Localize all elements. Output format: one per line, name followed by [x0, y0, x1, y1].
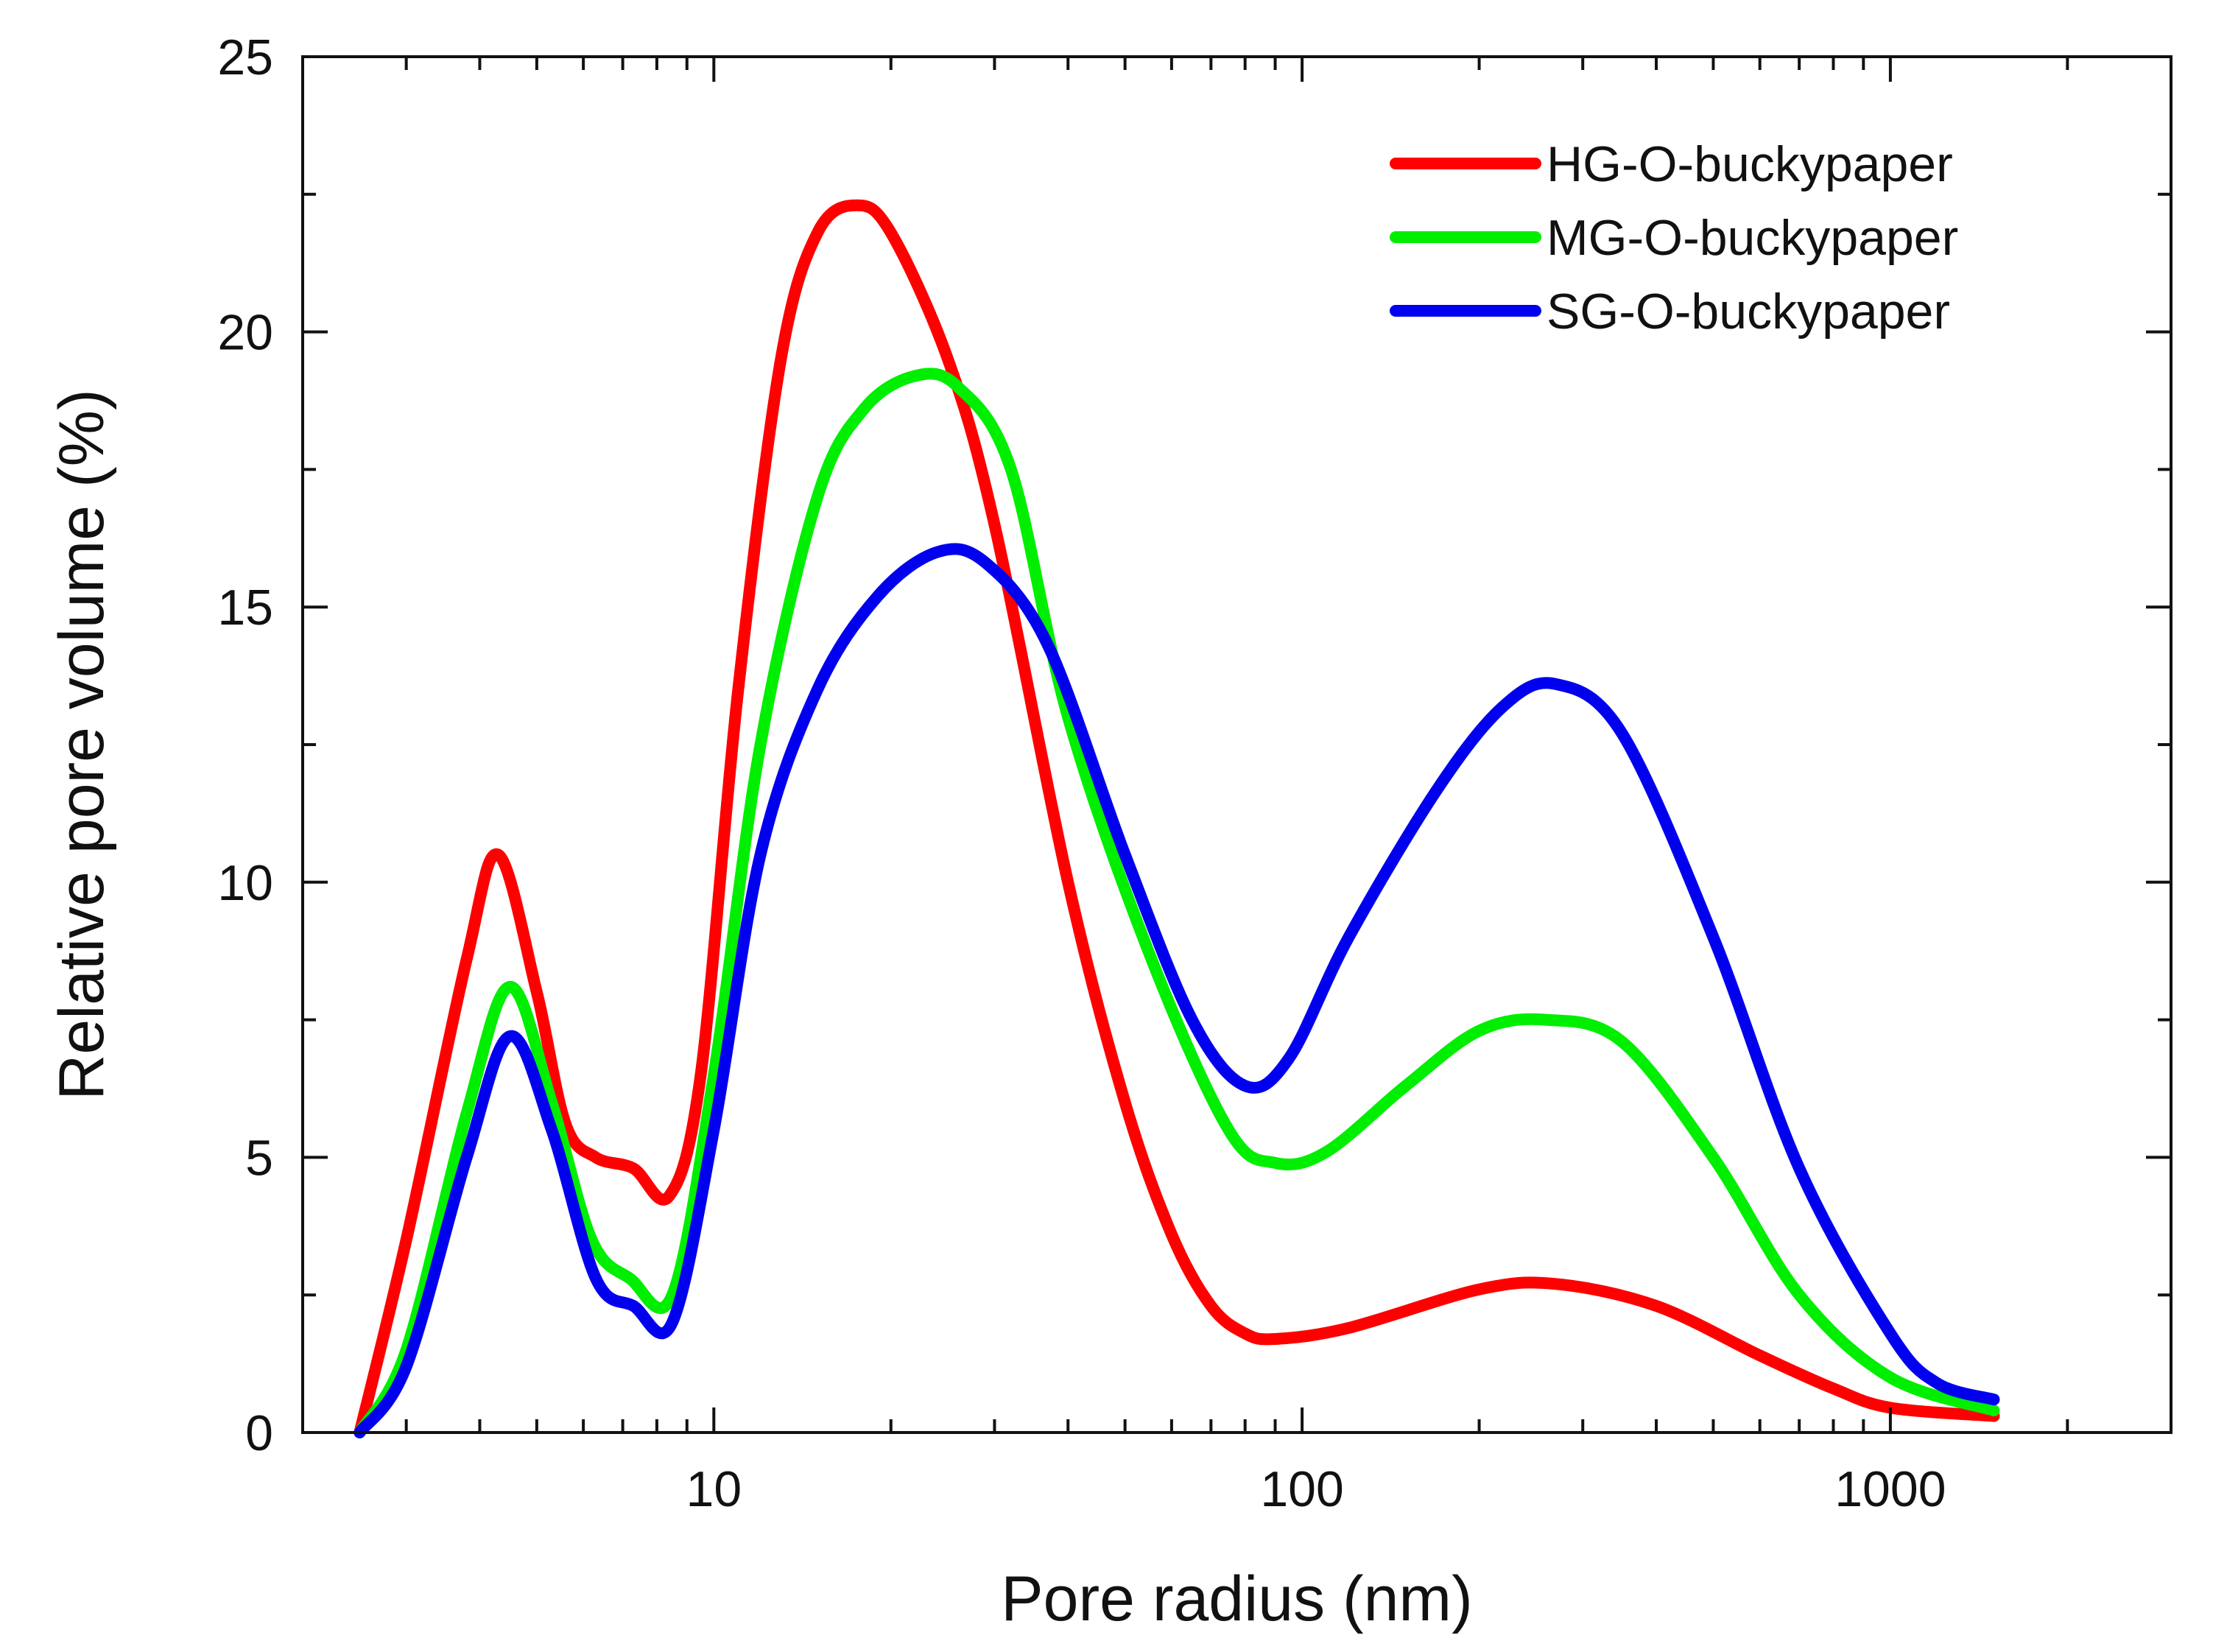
x-tick-label: 100 [1260, 1461, 1343, 1517]
y-tick-label: 20 [217, 305, 273, 361]
legend-label: MG-O-buckypaper [1547, 210, 1958, 266]
x-axis-title: Pore radius (nm) [1001, 1564, 1472, 1634]
legend-label: SG-O-buckypaper [1547, 284, 1950, 340]
series-line-mg-o-buckypaper [353, 368, 2000, 1438]
series-line-sg-o-buckypaper [353, 543, 2000, 1438]
x-tick-label: 1000 [1834, 1461, 1946, 1517]
y-tick-label: 25 [217, 29, 273, 85]
y-tick-label: 15 [217, 580, 273, 636]
plot-area [353, 199, 2000, 1438]
tick-labels: 0 5 10 15 20 25 10 100 1000 [217, 29, 1946, 1517]
legend-label: HG-O-buckypaper [1547, 136, 1953, 192]
x-tick-label: 10 [686, 1461, 742, 1517]
y-tick-label: 10 [217, 855, 273, 911]
y-tick-label: 0 [245, 1405, 273, 1461]
legend: HG-O-buckypaper MG-O-buckypaper SG-O-bucky… [1390, 136, 1958, 340]
y-axis-title: Relative pore volume (%) [46, 389, 117, 1100]
plot-frame [301, 55, 2172, 1434]
y-tick-label: 5 [245, 1130, 273, 1186]
series-line-hg-o-buckypaper [353, 199, 2000, 1438]
